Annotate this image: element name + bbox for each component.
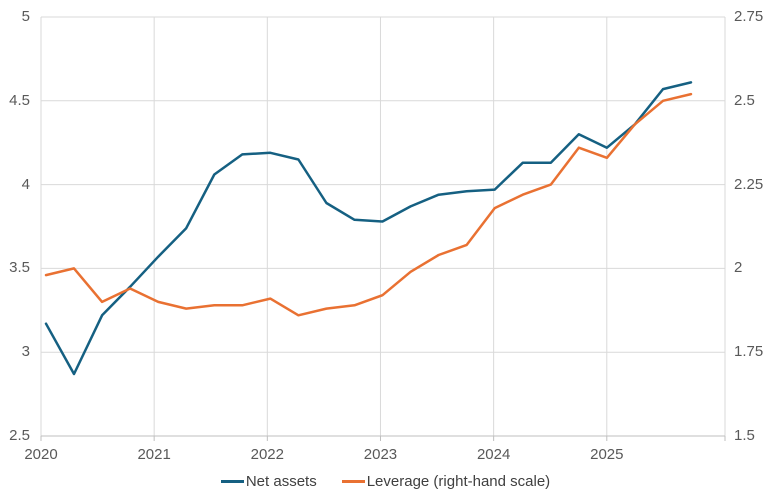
x-axis-tick-label: 2020 — [24, 446, 58, 463]
left-axis-tick-label: 5 — [21, 8, 30, 25]
left-axis-tick-label: 4.5 — [9, 91, 30, 109]
right-axis-tick-label: 1.5 — [734, 427, 755, 444]
x-axis-tick-label: 2024 — [476, 446, 511, 463]
legend: Net assets Leverage (right-hand scale) — [0, 469, 771, 493]
left-axis-tick-label: 3 — [21, 343, 30, 361]
x-axis-tick-label: 2021 — [137, 446, 171, 463]
right-axis-tick-label: 2.5 — [734, 91, 755, 109]
right-axis-tick-label: 2.75 — [734, 8, 764, 25]
left-axis-tick-label: 3.5 — [9, 259, 30, 277]
legend-item-leverage: Leverage (right-hand scale) — [341, 472, 551, 490]
x-axis-tick-label: 2025 — [590, 446, 624, 463]
x-axis-tick-label: 2022 — [250, 446, 284, 463]
leverage-line — [44, 92, 693, 317]
legend-label-leverage: Leverage (right-hand scale) — [366, 472, 551, 490]
legend-item-net-assets: Net assets — [220, 472, 317, 490]
legend-label-net-assets: Net assets — [245, 472, 317, 490]
leverage-line-swatch-icon — [341, 479, 365, 483]
left-axis-tick-label: 2.5 — [9, 427, 30, 444]
right-axis-tick-label: 1.75 — [734, 343, 764, 361]
net-assets-line — [44, 81, 693, 376]
right-axis-tick-label: 2 — [734, 259, 743, 277]
left-axis-tick-label: 4 — [21, 175, 30, 193]
net-assets-line-swatch-icon — [220, 479, 244, 483]
x-axis-tick-label: 2023 — [363, 446, 398, 463]
right-axis-tick-label: 2.25 — [734, 175, 764, 193]
